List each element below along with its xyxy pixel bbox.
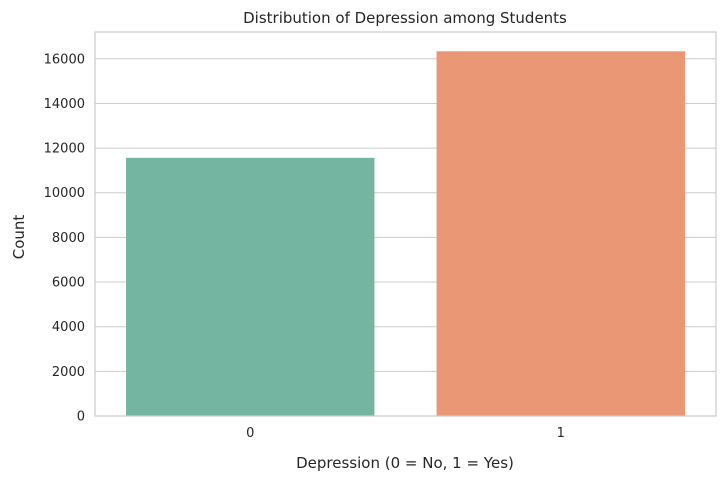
y-tick-label: 16000 — [44, 52, 85, 67]
x-tick-label: 0 — [246, 426, 254, 441]
y-tick-label: 4000 — [52, 320, 85, 335]
y-tick-label: 14000 — [44, 97, 85, 112]
x-tick-label: 1 — [557, 426, 565, 441]
bar-1 — [436, 51, 685, 416]
x-axis-label: Depression (0 = No, 1 = Yes) — [296, 454, 514, 472]
bars — [126, 51, 685, 416]
y-tick-label: 0 — [77, 410, 85, 425]
y-tick-label: 8000 — [52, 231, 85, 246]
y-tick-labels: 0 2000 4000 6000 8000 10000 12000 14000 16000 — [44, 52, 85, 424]
y-tick-label: 12000 — [44, 142, 85, 157]
y-tick-label: 6000 — [52, 276, 85, 291]
y-axis-label: Count — [10, 215, 28, 260]
y-tick-label: 10000 — [44, 186, 85, 201]
bar-0 — [126, 157, 375, 416]
chart-title: Distribution of Depression among Student… — [243, 9, 567, 27]
plot-frame — [94, 31, 717, 417]
y-tick-label: 2000 — [52, 365, 85, 380]
